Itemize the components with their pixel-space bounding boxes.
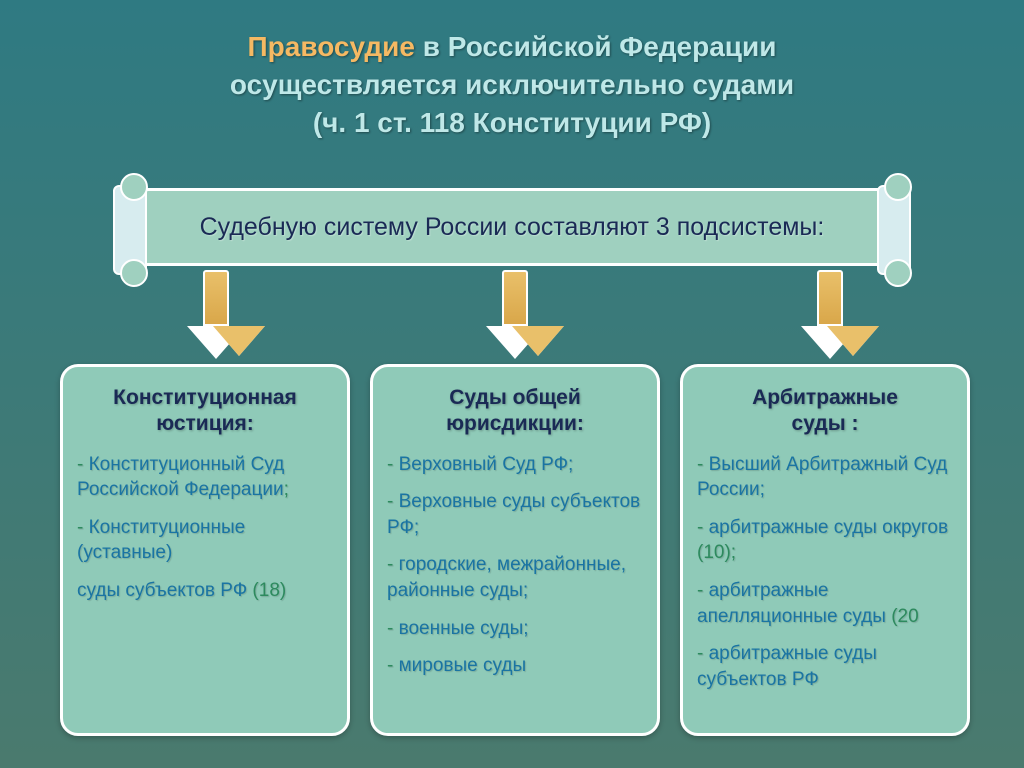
list-item: - Высший Арбитражный Суд России;	[697, 452, 953, 503]
list-item: - Верховный Суд РФ;	[387, 452, 643, 478]
down-arrow-3	[810, 270, 850, 359]
list-item: - арбитражные апелляционные суды (20	[697, 578, 953, 629]
list-item: - арбитражные суды округов (10);	[697, 515, 953, 566]
list-item: - арбитражные суды субъектов РФ	[697, 641, 953, 692]
slide-title: Правосудие в Российской Федерации осущес…	[0, 0, 1024, 141]
title-line-1: Правосудие в Российской Федерации	[0, 28, 1024, 66]
column-body: - Конституционный Суд Российской Федерац…	[77, 452, 333, 604]
column-body: - Верховный Суд РФ; - Верховные суды субъ…	[387, 452, 643, 679]
column-1: Конституционнаяюстиция: - Конституционный…	[60, 364, 350, 736]
down-arrow-2	[495, 270, 535, 359]
list-item: - городские, межрайонные, районные суды;	[387, 552, 643, 603]
column-title: Суды общейюрисдикции:	[387, 385, 643, 438]
scroll-cap-right	[877, 185, 911, 275]
column-body: - Высший Арбитражный Суд России; - арбитр…	[697, 452, 953, 693]
list-item: суды субъектов РФ (18)	[77, 578, 333, 604]
list-item: - мировые суды	[387, 653, 643, 679]
scroll-cap-left	[113, 185, 147, 275]
title-line-3: (ч. 1 ст. 118 Конституции РФ)	[0, 104, 1024, 142]
column-title: Конституционнаяюстиция:	[77, 385, 333, 438]
column-3: Арбитражныесуды : - Высший Арбитражный Су…	[680, 364, 970, 736]
list-item: - военные суды;	[387, 616, 643, 642]
title-line-2: осуществляется исключительно судами	[0, 66, 1024, 104]
list-item: - Конституционный Суд Российской Федерац…	[77, 452, 333, 503]
column-2: Суды общейюрисдикции: - Верховный Суд РФ;…	[370, 364, 660, 736]
column-title: Арбитражныесуды :	[697, 385, 953, 438]
down-arrow-1	[196, 270, 236, 359]
list-item: - Верховные суды субъектов РФ;	[387, 489, 643, 540]
title-line1-rest: в Российской Федерации	[415, 31, 777, 62]
title-highlight: Правосудие	[248, 31, 415, 62]
banner-subsystems: Судебную систему России составляют 3 под…	[120, 188, 904, 266]
slide-content: Правосудие в Российской Федерации осущес…	[0, 0, 1024, 768]
list-item: - Конституционные (уставные)	[77, 515, 333, 566]
banner-text: Судебную систему России составляют 3 под…	[200, 213, 825, 242]
